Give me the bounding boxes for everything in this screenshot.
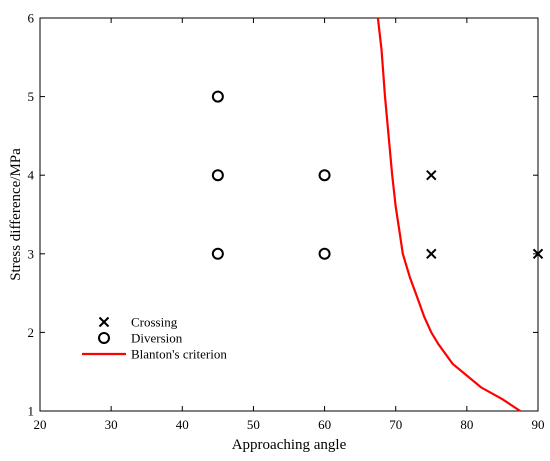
x-tick-label: 40 — [176, 417, 189, 432]
y-tick-label: 5 — [28, 89, 35, 104]
y-tick-label: 2 — [28, 325, 35, 340]
blanton-criterion-line — [376, 17, 521, 412]
diversion-point — [211, 247, 224, 260]
x-tick-label: 20 — [34, 417, 47, 432]
legend-label: Blanton's criterion — [131, 347, 227, 362]
legend-marker — [98, 316, 110, 328]
diversion-point — [318, 169, 331, 182]
series-markers — [211, 90, 544, 260]
y-tick-label: 3 — [28, 246, 35, 261]
axis-ticks: 20 30 40 50 60 70 80 90 1 2 3 4 5 6 — [28, 11, 545, 433]
y-tick-label: 6 — [28, 11, 35, 26]
crossing-point — [532, 248, 544, 260]
diversion-point — [318, 247, 331, 260]
crossing-point — [426, 169, 437, 181]
y-axis-label: Stress difference/MPa — [8, 148, 24, 281]
crossing-point — [426, 248, 437, 260]
legend-label: Crossing — [131, 315, 178, 330]
legend-marker — [98, 332, 110, 344]
x-tick-label: 30 — [105, 417, 118, 432]
y-tick-label: 4 — [28, 168, 35, 183]
x-tick-label: 60 — [318, 417, 331, 432]
x-axis-label: Approaching angle — [232, 437, 347, 453]
series-lines — [376, 17, 521, 412]
y-tick-label: 1 — [28, 404, 35, 419]
diversion-point — [211, 90, 224, 103]
x-tick-label: 90 — [532, 417, 545, 432]
x-tick-label: 80 — [460, 417, 473, 432]
plot-area — [39, 17, 539, 412]
x-tick-label: 70 — [389, 417, 402, 432]
diversion-point — [211, 169, 224, 182]
legend-label: Diversion — [131, 331, 183, 346]
x-tick-label: 50 — [247, 417, 260, 432]
